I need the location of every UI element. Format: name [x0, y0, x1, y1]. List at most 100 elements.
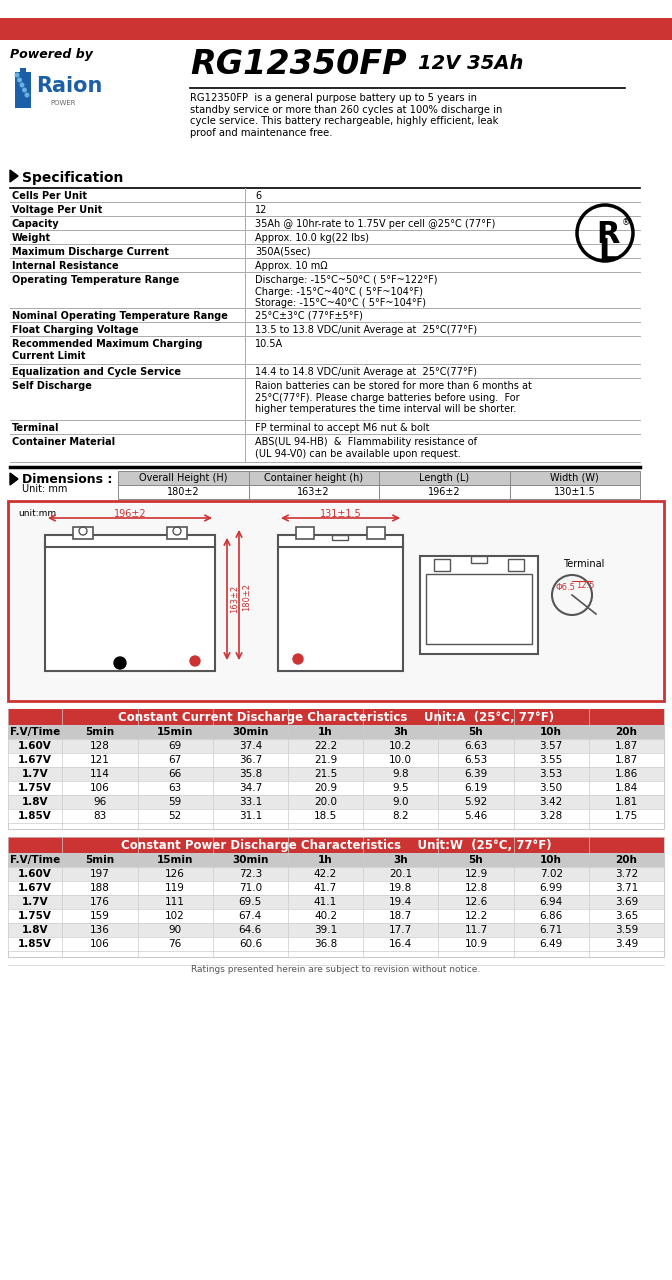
Text: 15min: 15min: [157, 727, 194, 737]
Text: 3.69: 3.69: [615, 897, 638, 908]
Text: 130±1.5: 130±1.5: [554, 486, 595, 497]
Text: 131±1.5: 131±1.5: [320, 509, 362, 518]
Text: 5min: 5min: [85, 727, 114, 737]
Text: 128: 128: [90, 741, 110, 751]
Bar: [426, 573, 532, 644]
Text: 10.5A: 10.5A: [255, 339, 283, 349]
Text: 1.87: 1.87: [615, 755, 638, 765]
Text: Constant Power Discharge Characteristics    Unit:W  (25°C, 77°F): Constant Power Discharge Characteristics…: [121, 838, 551, 852]
Text: 20.9: 20.9: [314, 783, 337, 794]
Text: RG12350FP: RG12350FP: [190, 47, 407, 81]
Text: 30min: 30min: [232, 855, 269, 865]
Text: 1h: 1h: [319, 855, 333, 865]
Text: 1.8V: 1.8V: [22, 925, 48, 934]
Text: 1.75: 1.75: [615, 812, 638, 820]
Circle shape: [190, 655, 200, 666]
Text: 1.81: 1.81: [615, 797, 638, 806]
Bar: [434, 559, 450, 571]
Text: 163±2: 163±2: [230, 585, 239, 613]
Text: 3.53: 3.53: [540, 769, 563, 780]
Circle shape: [293, 654, 303, 664]
Text: 3.57: 3.57: [540, 741, 563, 751]
Text: 126: 126: [165, 869, 185, 879]
Text: 10.9: 10.9: [464, 940, 488, 948]
Bar: [0, 18, 672, 40]
Text: 96: 96: [93, 797, 107, 806]
Text: 7.02: 7.02: [540, 869, 562, 879]
Text: Specification: Specification: [22, 172, 124, 186]
Text: 9.5: 9.5: [392, 783, 409, 794]
Text: Nominal Operating Temperature Range: Nominal Operating Temperature Range: [12, 311, 228, 321]
Bar: [8, 852, 664, 867]
Text: 6.49: 6.49: [540, 940, 563, 948]
Text: 176: 176: [90, 897, 110, 908]
Text: 102: 102: [165, 911, 185, 922]
Text: 39.1: 39.1: [314, 925, 337, 934]
Text: 37.4: 37.4: [239, 741, 262, 751]
Text: 3.71: 3.71: [615, 883, 638, 893]
Text: 5.46: 5.46: [464, 812, 488, 820]
Text: 197: 197: [90, 869, 110, 879]
Text: 3.59: 3.59: [615, 925, 638, 934]
Polygon shape: [10, 474, 18, 485]
Text: 188: 188: [90, 883, 110, 893]
Text: Width (W): Width (W): [550, 474, 599, 483]
Text: F.V/Time: F.V/Time: [10, 855, 60, 865]
Text: Unit: mm: Unit: mm: [22, 484, 67, 494]
Text: 20h: 20h: [616, 727, 637, 737]
Text: 6.71: 6.71: [540, 925, 563, 934]
Bar: [8, 709, 664, 724]
Bar: [8, 753, 664, 767]
Text: 3.72: 3.72: [615, 869, 638, 879]
Text: L: L: [598, 237, 618, 266]
Text: 119: 119: [165, 883, 185, 893]
Text: Length (L): Length (L): [419, 474, 469, 483]
Text: 3h: 3h: [393, 855, 408, 865]
Text: 17.7: 17.7: [389, 925, 413, 934]
Text: R: R: [596, 220, 620, 250]
Text: Internal Resistance: Internal Resistance: [12, 261, 119, 271]
Text: 71.0: 71.0: [239, 883, 262, 893]
Text: 59: 59: [169, 797, 181, 806]
Text: 3.55: 3.55: [540, 755, 563, 765]
Text: unit:mm: unit:mm: [18, 509, 56, 518]
Bar: [278, 543, 403, 671]
Text: 1.7V: 1.7V: [22, 897, 48, 908]
Text: 63: 63: [169, 783, 181, 794]
Text: 6.99: 6.99: [540, 883, 563, 893]
Bar: [471, 556, 487, 563]
Bar: [0, 40, 672, 170]
Text: 6.94: 6.94: [540, 897, 563, 908]
Text: 350A(5sec): 350A(5sec): [255, 247, 310, 257]
Text: Ratings presented herein are subject to revision without notice.: Ratings presented herein are subject to …: [192, 965, 480, 974]
Text: 163±2: 163±2: [298, 486, 330, 497]
Text: 25°C±3°C (77°F±5°F): 25°C±3°C (77°F±5°F): [255, 311, 363, 321]
Text: 76: 76: [169, 940, 181, 948]
Text: 6.53: 6.53: [464, 755, 488, 765]
Text: 36.7: 36.7: [239, 755, 262, 765]
Text: 6.63: 6.63: [464, 741, 488, 751]
Text: 3.42: 3.42: [540, 797, 563, 806]
Text: 21.9: 21.9: [314, 755, 337, 765]
Circle shape: [17, 78, 22, 82]
Bar: [15, 72, 31, 108]
Text: 69.5: 69.5: [239, 897, 262, 908]
Bar: [8, 739, 664, 753]
Text: 41.1: 41.1: [314, 897, 337, 908]
Text: 6: 6: [255, 191, 261, 201]
Text: 3.50: 3.50: [540, 783, 562, 794]
Text: 1.7V: 1.7V: [22, 769, 48, 780]
Text: 3h: 3h: [393, 727, 408, 737]
Text: Approx. 10 mΩ: Approx. 10 mΩ: [255, 261, 328, 271]
Text: 159: 159: [90, 911, 110, 922]
Bar: [420, 556, 538, 654]
Text: 196±2: 196±2: [114, 509, 146, 518]
Text: ®: ®: [622, 218, 630, 227]
Text: F.V/Time: F.V/Time: [10, 727, 60, 737]
Text: 9.8: 9.8: [392, 769, 409, 780]
Text: 60.6: 60.6: [239, 940, 262, 948]
Text: 10.2: 10.2: [389, 741, 413, 751]
Text: 19.8: 19.8: [389, 883, 413, 893]
Circle shape: [26, 93, 29, 97]
Text: 12.9: 12.9: [464, 869, 488, 879]
